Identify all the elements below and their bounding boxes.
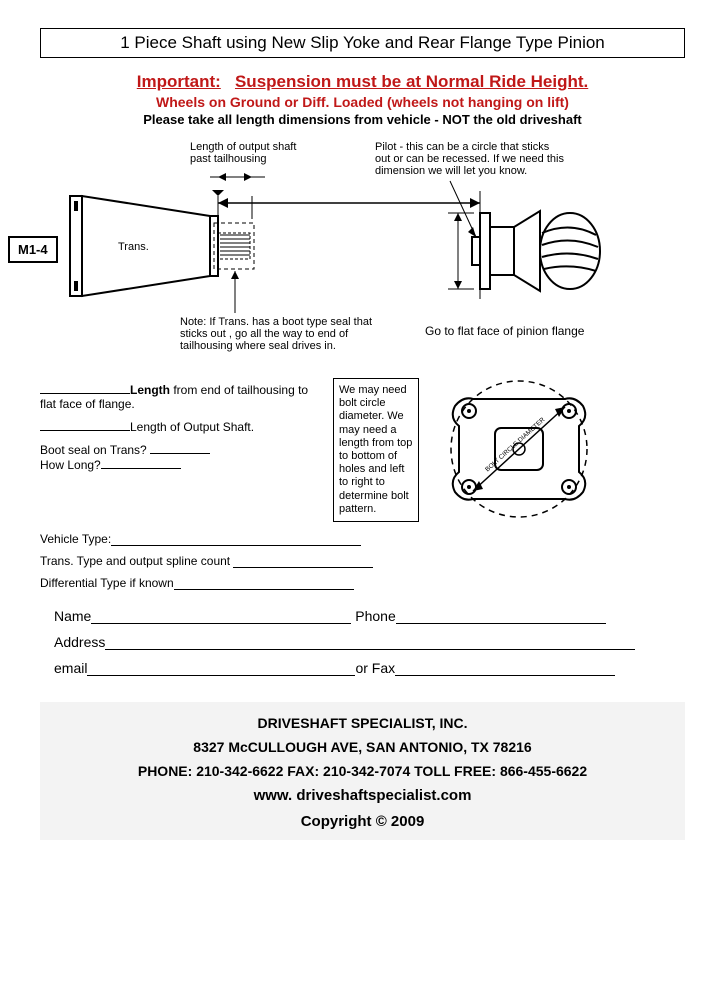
trans-type-label: Trans. Type and output spline count: [40, 554, 230, 568]
diff-type-row[interactable]: Differential Type if known: [40, 576, 685, 590]
vehicle-form: Vehicle Type: Trans. Type and output spl…: [40, 532, 685, 590]
mid-section: Length from end of tailhousing to flat f…: [40, 374, 685, 524]
trans-type-row[interactable]: Trans. Type and output spline count: [40, 554, 685, 568]
name-phone-row[interactable]: Name Phone: [54, 608, 671, 624]
bolt-circle-diameter-text: BOLT CIRCLE DIAMETER: [484, 416, 546, 473]
output-shaft-field-row[interactable]: Length of Output Shaft.: [40, 419, 325, 434]
diagram-area: M1-4 Length of output shaft past tailhou…: [40, 141, 685, 366]
footer: DRIVESHAFT SPECIALIST, INC. 8327 McCULLO…: [40, 702, 685, 840]
bolt-circle-note-box: We may need bolt circle diameter. We may…: [333, 378, 419, 522]
bootseal-label: Boot seal on Trans?: [40, 443, 147, 457]
company-name: DRIVESHAFT SPECIALIST, INC.: [40, 712, 685, 736]
company-phones: PHONE: 210-342-6622 FAX: 210-342-7074 TO…: [40, 760, 685, 784]
orfax-label: or Fax: [355, 660, 395, 676]
name-label: Name: [54, 608, 91, 624]
please-line: Please take all length dimensions from v…: [40, 112, 685, 127]
flange-face-diagram-svg: BOLT CIRCLE DIAMETER: [425, 374, 613, 524]
important-text: Suspension must be at Normal Ride Height…: [235, 72, 588, 91]
important-line: Important: Suspension must be at Normal …: [40, 72, 685, 92]
phone-label: Phone: [355, 608, 395, 624]
vehicle-type-row[interactable]: Vehicle Type:: [40, 532, 685, 546]
diff-type-label: Differential Type if known: [40, 576, 174, 590]
company-website: www. driveshaftspecialist.com: [40, 783, 685, 809]
important-label: Important:: [137, 72, 221, 91]
vehicle-type-label: Vehicle Type:: [40, 532, 111, 546]
length-bold: Length: [130, 383, 170, 397]
email-fax-row[interactable]: email or Fax: [54, 660, 671, 676]
wheels-line: Wheels on Ground or Diff. Loaded (wheels…: [40, 94, 685, 110]
page: 1 Piece Shaft using New Slip Yoke and Re…: [0, 0, 725, 860]
address-label: Address: [54, 634, 105, 650]
copyright: Copyright © 2009: [40, 809, 685, 835]
company-address: 8327 McCULLOUGH AVE, SAN ANTONIO, TX 782…: [40, 736, 685, 760]
title-box: 1 Piece Shaft using New Slip Yoke and Re…: [40, 28, 685, 58]
bootseal-row[interactable]: Boot seal on Trans? How Long?: [40, 442, 325, 472]
contact-form: Name Phone Address email or Fax: [40, 608, 685, 676]
transmission-diagram-svg: [40, 141, 660, 366]
measurement-fields: Length from end of tailhousing to flat f…: [40, 374, 325, 480]
address-row[interactable]: Address: [54, 634, 671, 650]
output-shaft-label: Length of Output Shaft.: [130, 420, 254, 434]
page-title: 1 Piece Shaft using New Slip Yoke and Re…: [120, 33, 605, 52]
email-label: email: [54, 660, 87, 676]
howlong-label: How Long?: [40, 458, 101, 472]
length-field-row[interactable]: Length from end of tailhousing to flat f…: [40, 382, 325, 411]
